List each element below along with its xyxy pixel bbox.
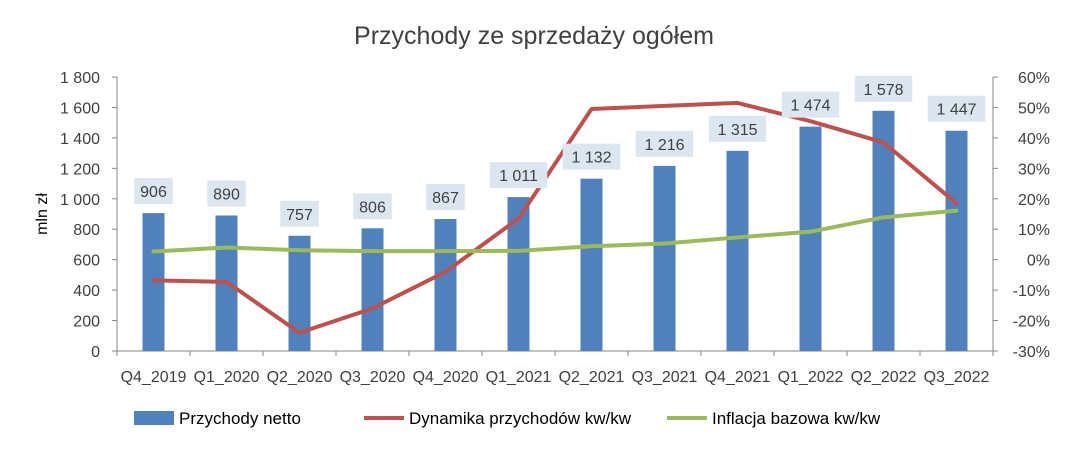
y2-tick-label: 40% [1018,131,1050,148]
y-axis-label: mln zł [34,193,51,235]
x-tick-label: Q4_2020 [413,369,479,386]
data-label-box [426,184,465,211]
data-label-box [708,115,767,142]
y2-tick-label: 20% [1018,192,1050,209]
legend-label: Dynamika przychodów kw/kw [409,409,632,428]
x-tick-label: Q1_2021 [486,369,552,386]
y2-tick-label: 60% [1018,70,1050,87]
data-label-box [134,178,173,205]
data-label: 906 [140,184,167,201]
x-tick-label: Q3_2020 [340,369,406,386]
bar [507,197,530,351]
y2-tick-label: -30% [1013,344,1050,361]
bar [726,150,749,351]
data-label: 1 315 [717,122,757,139]
data-label: 1 474 [790,98,830,115]
y2-tick-label: 50% [1018,100,1050,117]
bar [288,235,311,351]
x-tick-label: Q4_2021 [705,369,771,386]
y-tick-label: 200 [73,314,100,331]
data-label-box [353,193,392,220]
legend-label: Inflacja bazowa kw/kw [712,409,881,428]
x-tick-label: Q1_2022 [778,369,844,386]
bar [799,126,822,351]
y2-tick-label: 30% [1018,161,1050,178]
data-label-box [562,143,621,170]
data-label-box [854,75,913,102]
y-tick-label: 800 [73,222,100,239]
bar [653,165,676,351]
y2-tick-label: 10% [1018,222,1050,239]
legend: Przychody netto Dynamika przychodów kw/kw… [134,409,881,428]
data-label: 1 447 [936,102,976,119]
y2-tick-label: -20% [1013,314,1050,331]
x-tick-label: Q3_2021 [632,369,698,386]
series-line [151,100,959,335]
bar [945,130,968,351]
y2-tick-label: -10% [1013,283,1050,300]
y-tick-label: 1 000 [60,192,100,209]
data-label: 1 216 [644,137,684,154]
data-label-box [781,91,840,118]
data-label: 1 578 [863,82,903,99]
bar [580,178,603,351]
data-label: 757 [286,207,313,224]
x-tick-label: Q2_2021 [559,369,625,386]
data-label: 867 [432,190,459,207]
x-tick-label: Q1_2020 [194,369,260,386]
y-tick-label: 1 600 [60,100,100,117]
data-label-box [280,200,319,227]
plot-area: 0 200 400 600 800 1 000 1 200 1 400 1 600 1 800 -3… [60,70,1050,386]
bar [872,110,895,351]
data-label: 890 [213,187,240,204]
x-tick-label: Q3_2022 [924,369,990,386]
data-label: 806 [359,199,386,216]
data-label-box [489,162,548,189]
data-label-box [635,130,694,157]
chart-title: Przychody ze sprzedaży ogółem [354,22,714,50]
legend-swatch [134,411,174,425]
x-tick-label: Q2_2022 [851,369,917,386]
data-label: 1 132 [571,150,611,167]
data-label: 1 011 [499,168,538,185]
y-tick-label: 1 800 [60,70,100,87]
y-tick-label: 400 [73,283,100,300]
series-line [151,208,959,254]
legend-label: Przychody netto [179,409,301,428]
y-tick-label: 0 [91,344,100,361]
data-label-box [927,95,986,122]
bar [434,219,457,351]
y2-tick-label: 0% [1027,253,1050,270]
data-label-box [207,180,246,207]
bar [361,228,384,351]
x-tick-label: Q2_2020 [267,369,333,386]
y-tick-label: 1 400 [60,131,100,148]
x-tick-label: Q4_2019 [121,369,187,386]
y-tick-label: 600 [73,253,100,270]
y-tick-label: 1 200 [60,161,100,178]
